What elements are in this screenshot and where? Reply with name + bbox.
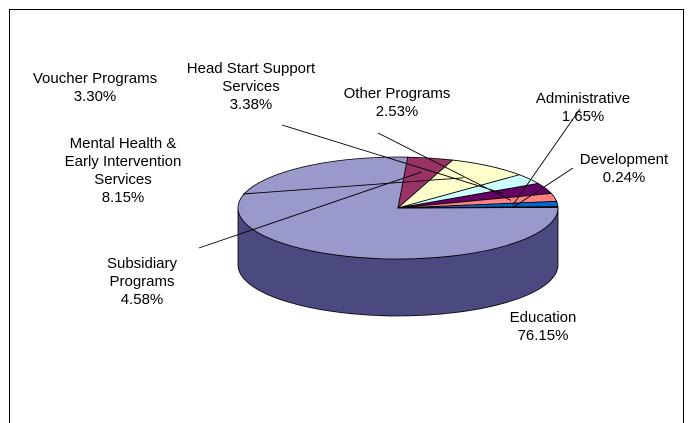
slice-name: Services (94, 171, 152, 188)
leader-line (512, 167, 574, 208)
leader-line (281, 124, 505, 195)
pie-slice (397, 206, 559, 209)
slice-value: 3.30% (74, 88, 117, 105)
pie-top-layer (237, 156, 559, 260)
leader-line (198, 171, 422, 249)
slice-name: Subsidiary (107, 255, 178, 272)
slice-value: 0.24% (603, 169, 646, 186)
slice-value: 3.38% (230, 96, 273, 113)
slice-label: Subsidiary Programs 4.58% (107, 255, 178, 308)
slice-labels: Education 76.15% Subsidiary Programs 4.58% Me… (33, 60, 669, 344)
slice-value: 76.15% (518, 327, 569, 344)
slice-label: Administrative 1.65% (536, 90, 630, 125)
leader-line (512, 108, 581, 206)
slice-name: Head Start Support (187, 60, 316, 77)
slice-label: Voucher Programs 3.30% (33, 70, 157, 105)
slice-value: 1.65% (562, 108, 605, 125)
slice-name: Administrative (536, 90, 630, 107)
slice-name: Programs (109, 273, 174, 290)
slice-name: Early Intervention (65, 153, 182, 170)
slice-label: Mental Health & Early Intervention Service… (65, 135, 182, 206)
slice-name: Services (222, 78, 280, 95)
slice-value: 2.53% (376, 103, 419, 120)
slice-label: Education 76.15% (510, 309, 577, 344)
slice-value: 8.15% (102, 189, 145, 206)
slice-name: Other Programs (344, 85, 451, 102)
slice-label: Head Start Support Services 3.38% (187, 60, 316, 113)
leader-line (377, 132, 511, 201)
slice-name: Voucher Programs (33, 70, 157, 87)
leader-lines (198, 108, 581, 249)
slice-label: Other Programs 2.53% (344, 85, 451, 120)
slice-name: Education (510, 309, 577, 326)
slice-label: Development 0.24% (580, 151, 669, 186)
leader-line (242, 177, 464, 195)
slice-value: 4.58% (121, 291, 164, 308)
slice-name: Mental Health & (70, 135, 177, 152)
slice-name: Development (580, 151, 669, 168)
